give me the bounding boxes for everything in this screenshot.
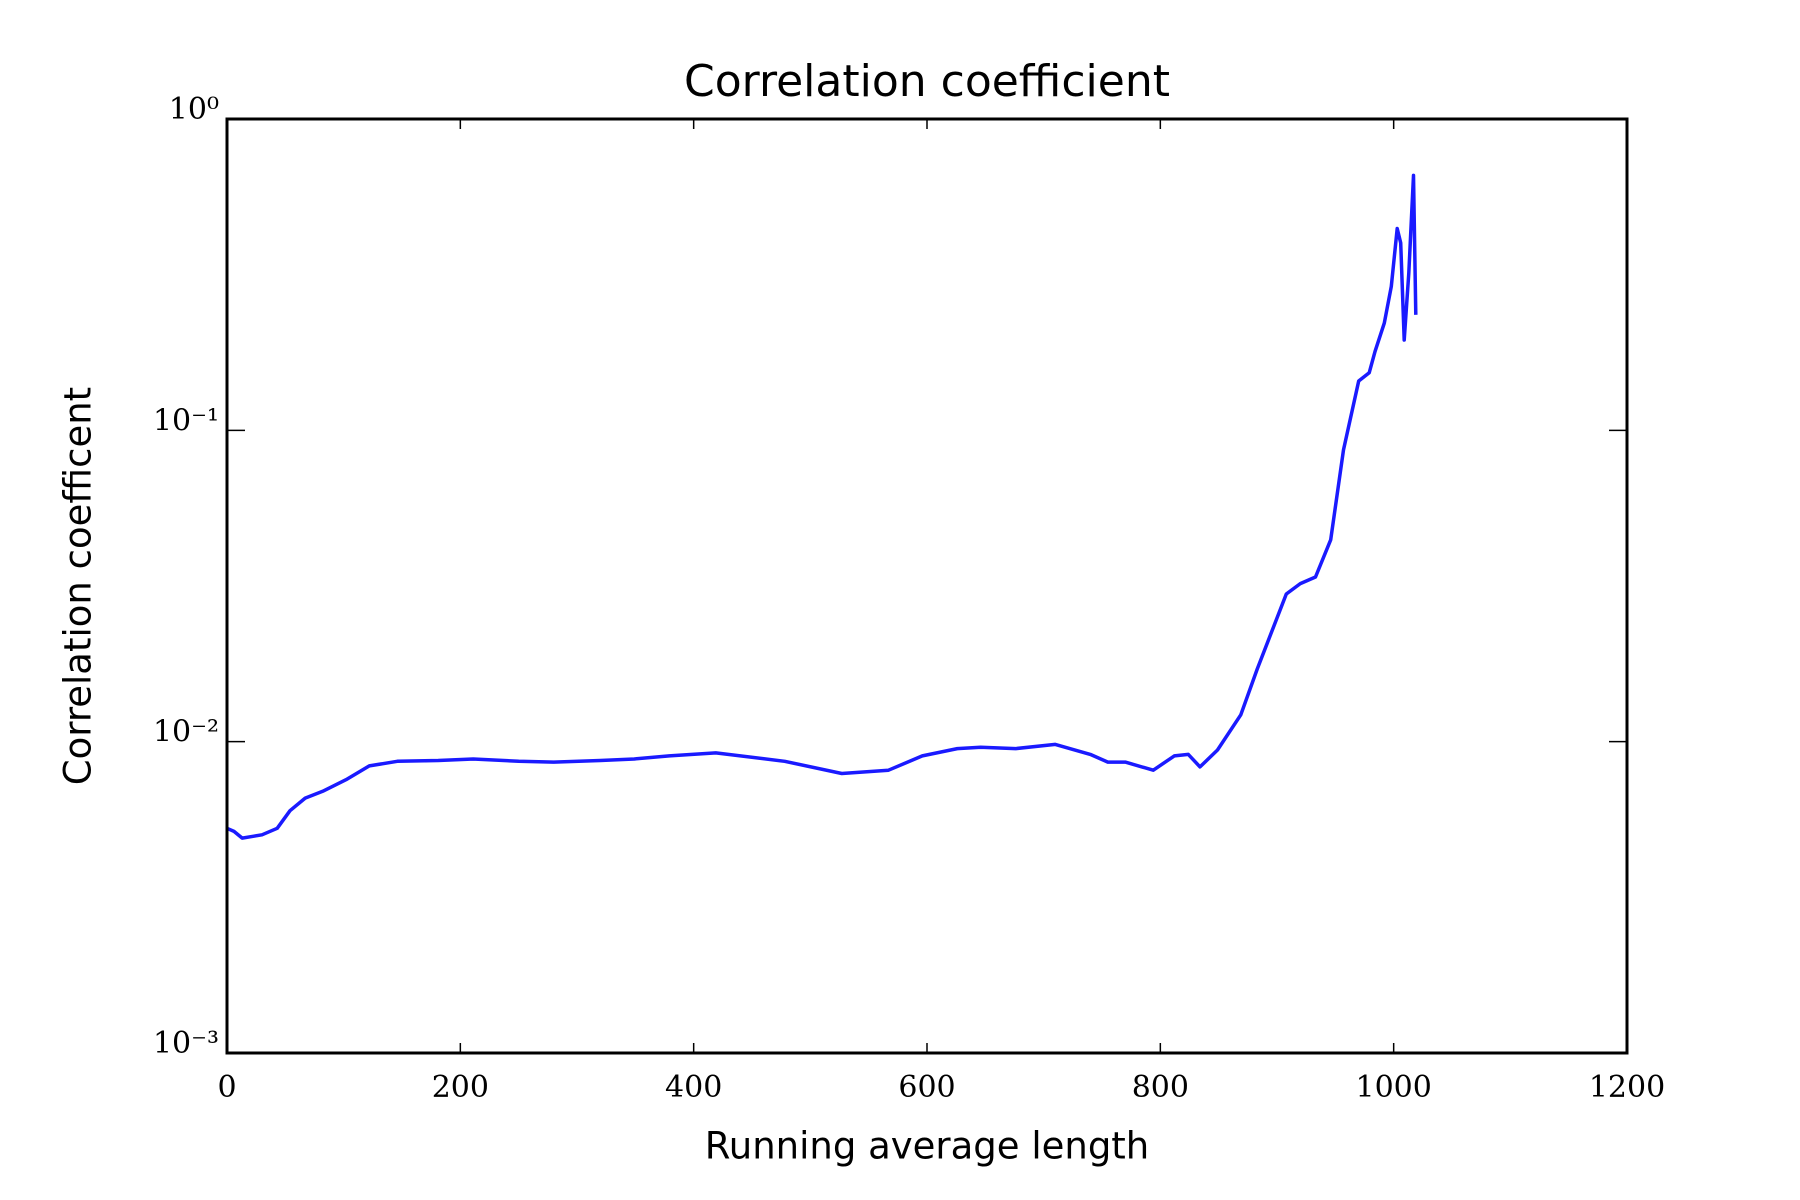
x-tick-label: 1000: [1355, 1070, 1431, 1105]
x-tick-label: 200: [432, 1070, 489, 1105]
y-axis-label: Correlation coefficent: [57, 387, 100, 785]
y-tick-label: 10⁻³: [153, 1026, 219, 1061]
x-tick-label: 800: [1132, 1070, 1189, 1105]
x-axis-label: Running average length: [705, 1125, 1150, 1168]
data-line: [226, 173, 1418, 840]
y-tick-label: 10⁻¹: [153, 403, 219, 438]
chart-title: Correlation coefficient: [684, 56, 1170, 107]
y-tick-label: 10⁰: [169, 92, 219, 127]
y-tick-label: 10⁻²: [153, 715, 219, 750]
plot-frame: [225, 117, 1629, 1055]
x-tick-label: 600: [898, 1070, 955, 1105]
x-tick-label: 0: [217, 1070, 236, 1105]
x-tick-label: 400: [665, 1070, 722, 1105]
x-tick-label: 1200: [1589, 1070, 1665, 1105]
